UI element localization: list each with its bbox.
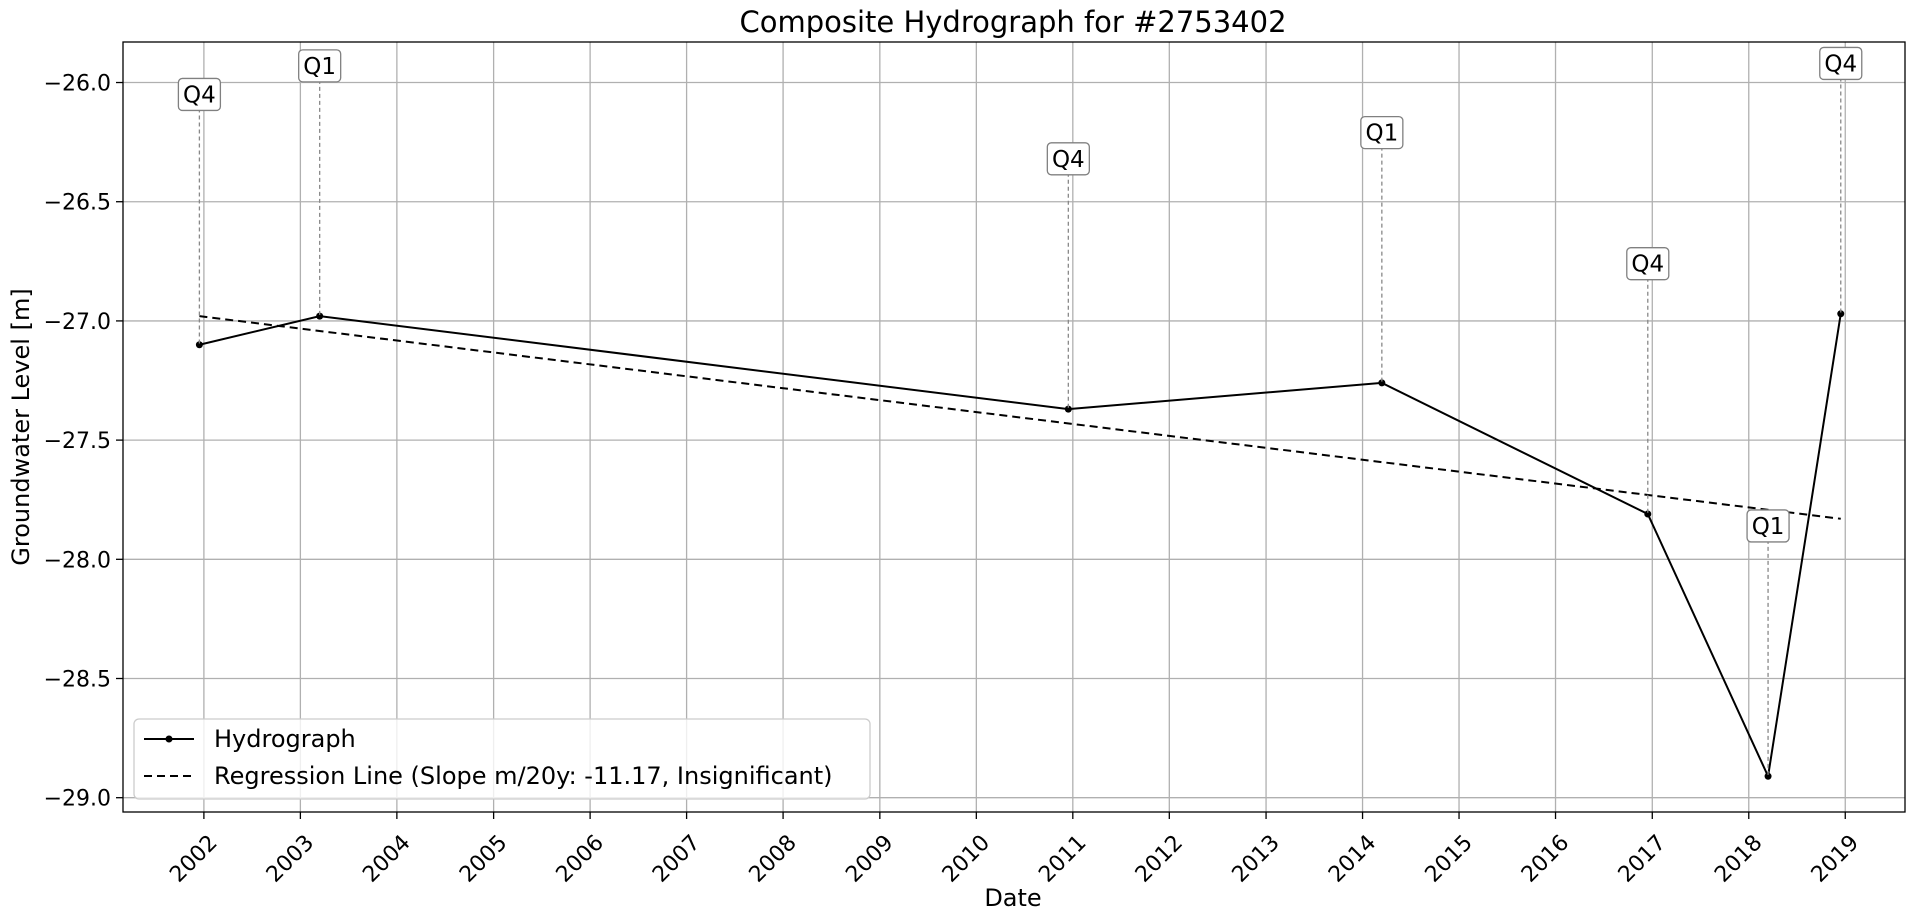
- quarter-label: Q1: [303, 54, 336, 80]
- legend-hydrograph-label: Hydrograph: [214, 725, 356, 753]
- quarter-label: Q4: [1631, 252, 1664, 278]
- y-axis-label: Groundwater Level [m]: [7, 288, 35, 565]
- hydrograph-point: [1837, 310, 1845, 318]
- x-tick-label: 2004: [358, 830, 415, 887]
- y-tick-label: −26.5: [44, 191, 111, 216]
- quarter-label-box: [1746, 509, 1790, 543]
- legend: Hydrograph Regression Line (Slope m/20y:…: [133, 718, 871, 800]
- hydrograph-line: [199, 313, 1842, 780]
- quarter-annotation: Q4: [1819, 46, 1863, 81]
- x-tick-label: 2012: [1131, 830, 1188, 887]
- x-axis-label: Date: [984, 884, 1041, 912]
- x-tick-label: 2019: [1807, 830, 1864, 887]
- x-tick-label: 2007: [648, 830, 705, 887]
- quarter-annotation: Q1: [1746, 509, 1790, 543]
- quarter-annotation: Q4: [1626, 247, 1670, 281]
- hydrograph-point: [316, 312, 324, 320]
- x-tick-label: 2018: [1710, 830, 1767, 887]
- legend-regression-label: Regression Line (Slope m/20y: -11.17, In…: [214, 762, 833, 790]
- x-tick-label: 2015: [1421, 830, 1478, 887]
- x-tick-label: 2014: [1324, 830, 1381, 887]
- y-tick-label: −27.0: [44, 310, 111, 335]
- legend-hydrograph-marker: [165, 735, 173, 743]
- hydrograph-point: [1764, 772, 1772, 780]
- legend-box: [133, 718, 871, 800]
- hydrograph-point: [195, 341, 203, 349]
- x-axis: 2002 2003 2004 2005 2006 2007 2008 2009 2010 2011…: [165, 812, 1864, 888]
- quarter-annotation: Q1: [298, 49, 342, 83]
- quarter-annotation: Q4: [177, 77, 222, 112]
- quarter-label-box: [298, 49, 342, 83]
- quarter-label: Q4: [1052, 147, 1085, 173]
- x-tick-label: 2005: [455, 830, 512, 887]
- quarter-label: Q4: [183, 82, 216, 108]
- y-axis: −26.0 −26.5 −27.0 −27.5 −28.0 −28.5 −29.0: [44, 72, 123, 812]
- y-tick-label: −29.0: [44, 787, 111, 812]
- x-tick-label: 2006: [552, 830, 609, 887]
- series-layer: [195, 310, 1845, 780]
- plot-area: [122, 41, 1906, 813]
- quarter-label-box: [1046, 142, 1090, 176]
- quarter-annotation: Q1: [1360, 115, 1404, 150]
- x-tick-label: 2017: [1614, 830, 1671, 887]
- y-tick-label: −26.0: [44, 72, 111, 97]
- x-tick-label: 2008: [745, 830, 802, 887]
- quarter-label: Q1: [1752, 514, 1785, 540]
- x-tick-label: 2003: [262, 830, 319, 887]
- x-tick-label: 2009: [841, 830, 898, 887]
- x-tick-label: 2011: [1034, 830, 1091, 887]
- regression-line: [199, 315, 1841, 520]
- y-tick-label: −27.5: [44, 429, 111, 454]
- x-tick-label: 2010: [938, 830, 995, 887]
- quarter-label: Q1: [1365, 121, 1398, 147]
- chart-title: Composite Hydrograph for #2753402: [739, 5, 1286, 39]
- x-tick-label: 2016: [1517, 830, 1574, 887]
- annotation-layer: Q4 Q1 Q4 Q1 Q4 Q1 Q4: [177, 46, 1863, 777]
- hydrograph-point: [1644, 510, 1652, 518]
- quarter-label: Q4: [1824, 51, 1857, 77]
- y-tick-label: −28.5: [44, 668, 111, 693]
- x-tick-label: 2002: [165, 830, 222, 887]
- quarter-label-box: [177, 77, 222, 112]
- y-tick-label: −28.0: [44, 548, 111, 573]
- hydrograph-point: [1064, 405, 1072, 413]
- grid-layer: [123, 42, 1905, 812]
- quarter-label-box: [1626, 247, 1670, 281]
- quarter-annotation: Q4: [1046, 142, 1090, 176]
- quarter-label-box: [1360, 115, 1404, 150]
- hydrograph-point: [1378, 379, 1386, 387]
- quarter-label-box: [1819, 46, 1863, 81]
- x-tick-label: 2013: [1228, 830, 1285, 887]
